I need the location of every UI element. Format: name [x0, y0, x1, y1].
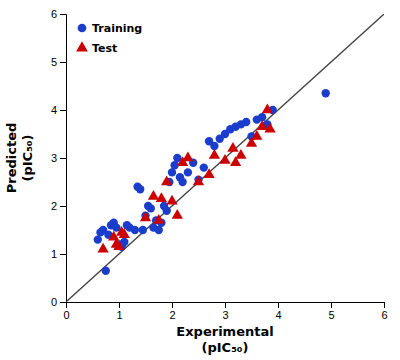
legend-label: Training	[92, 22, 142, 35]
point	[102, 267, 110, 275]
series	[94, 89, 330, 275]
tick-label: 1	[51, 248, 57, 260]
point	[172, 209, 183, 219]
legend-item: Training	[78, 22, 143, 35]
point	[184, 168, 192, 176]
tick-label: 0	[51, 296, 57, 308]
plot: 0 1 2 3 4 5 6 0 1 2 3 4 5 6 Experimental(pIC₅₀) Predict…	[4, 8, 388, 355]
tick-mark	[172, 302, 173, 308]
y-axis: 0 1 2 3 4 5 6	[51, 8, 67, 308]
tick-label: 1	[116, 309, 122, 321]
point	[161, 175, 172, 185]
point	[203, 168, 214, 178]
point	[235, 149, 246, 159]
tick-mark	[60, 254, 66, 255]
reference-line	[66, 14, 384, 302]
axis-line	[60, 15, 67, 303]
point	[163, 207, 171, 215]
tick-mark	[60, 110, 66, 111]
tick-mark	[331, 302, 332, 308]
tick-label: 0	[63, 309, 69, 321]
point	[178, 178, 186, 186]
point	[262, 103, 273, 113]
point	[139, 226, 147, 234]
tick-label: 3	[222, 309, 228, 321]
tick: 6	[51, 8, 66, 20]
point	[156, 192, 167, 202]
point	[153, 214, 164, 224]
point	[258, 113, 266, 121]
tick: 4	[51, 104, 66, 116]
point	[148, 190, 159, 200]
point	[209, 149, 220, 159]
tick-label: 3	[51, 152, 57, 164]
tick: 1	[51, 248, 66, 260]
axis-line	[67, 303, 385, 309]
point	[119, 228, 130, 238]
tick-mark	[119, 302, 120, 308]
tick-mark	[60, 14, 66, 15]
x-axis-title: Experimental(pIC₅₀)	[176, 324, 273, 355]
point	[227, 142, 238, 152]
point	[168, 168, 176, 176]
point	[131, 226, 139, 234]
point	[242, 118, 250, 126]
tick-label: 4	[275, 309, 281, 321]
tick: 5	[328, 302, 334, 321]
point	[251, 130, 262, 140]
tick: 0	[51, 296, 66, 308]
point	[256, 120, 267, 130]
tick-label: 5	[51, 56, 57, 68]
tick-mark	[60, 206, 66, 207]
chart: 0 1 2 3 4 5 6 0 1 2 3 4 5 6 Experimental(pIC₅₀) Predict…	[0, 0, 400, 360]
point	[200, 163, 208, 171]
tick-label: 5	[328, 309, 334, 321]
tick: 3	[222, 302, 228, 321]
series	[97, 103, 275, 252]
point	[140, 211, 151, 221]
point	[136, 185, 144, 193]
point	[182, 151, 193, 161]
point	[113, 240, 124, 250]
point	[155, 226, 163, 234]
point	[166, 195, 177, 205]
legend-item: Test	[76, 41, 117, 55]
tick: 1	[116, 302, 122, 321]
tick: 4	[275, 302, 281, 321]
x-axis: 0 1 2 3 4 5 6	[63, 302, 387, 321]
tick-label: 2	[169, 309, 175, 321]
legend-marker	[76, 41, 88, 51]
marks	[66, 14, 384, 302]
point	[264, 123, 275, 133]
tick: 3	[51, 152, 66, 164]
point	[97, 243, 108, 253]
tick: 2	[51, 200, 66, 212]
tick-label: 2	[51, 200, 57, 212]
point	[94, 235, 102, 243]
tick-mark	[60, 62, 66, 63]
tick-mark	[225, 302, 226, 308]
point	[322, 89, 330, 97]
tick-mark	[278, 302, 279, 308]
point	[219, 154, 230, 164]
tick: 0	[63, 302, 69, 321]
tick-label: 6	[381, 309, 387, 321]
point	[210, 142, 218, 150]
legend: Training Test	[76, 22, 142, 55]
tick-mark	[60, 302, 66, 303]
tick: 6	[381, 302, 387, 321]
point	[193, 175, 204, 185]
tick: 5	[51, 56, 66, 68]
tick-label: 4	[51, 104, 57, 116]
y-axis-title: Predicted(pIC₅₀)	[4, 123, 35, 194]
tick: 2	[169, 302, 175, 321]
tick-label: 6	[51, 8, 57, 20]
legend-label: Test	[92, 42, 117, 55]
legend-marker	[78, 24, 87, 33]
point	[147, 204, 155, 212]
tick-mark	[60, 158, 66, 159]
tick-mark	[384, 302, 385, 308]
